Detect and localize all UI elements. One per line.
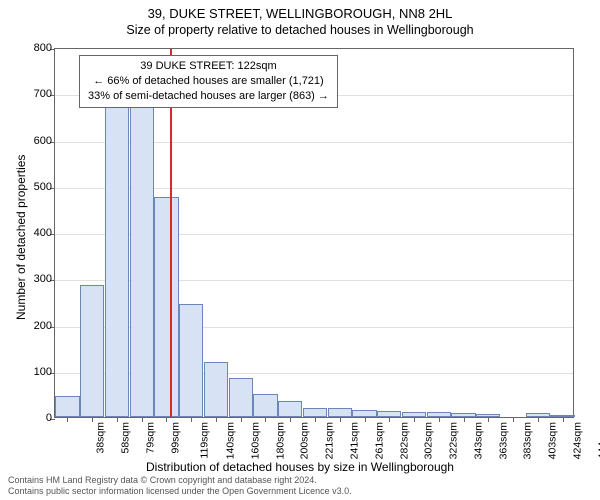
- x-tick-mark: [241, 417, 242, 422]
- histogram-bar: [130, 103, 154, 418]
- x-tick-label: 119sqm: [199, 422, 211, 459]
- x-tick-label: 322sqm: [447, 422, 459, 459]
- histogram-bar: [179, 304, 203, 417]
- x-tick-mark: [513, 417, 514, 422]
- y-tick-label: 600: [22, 135, 52, 147]
- x-tick-label: 383sqm: [522, 422, 534, 459]
- histogram-bar: [154, 197, 178, 417]
- x-tick-label: 99sqm: [169, 422, 181, 454]
- x-tick-label: 363sqm: [497, 422, 509, 459]
- x-tick-label: 58sqm: [120, 422, 132, 454]
- x-tick-label: 424sqm: [571, 422, 583, 459]
- y-tick-label: 500: [22, 181, 52, 193]
- x-tick-mark: [439, 417, 440, 422]
- page-subtitle: Size of property relative to detached ho…: [0, 23, 600, 37]
- histogram-bar: [253, 394, 277, 417]
- annotation-line: 33% of semi-detached houses are larger (…: [88, 89, 329, 104]
- x-tick-mark: [365, 417, 366, 422]
- x-tick-label: 221sqm: [324, 422, 336, 459]
- x-tick-label: 38sqm: [95, 422, 107, 454]
- histogram-bar: [80, 285, 104, 417]
- x-tick-mark: [216, 417, 217, 422]
- x-tick-label: 261sqm: [373, 422, 385, 459]
- annotation-line: ← 66% of detached houses are smaller (1,…: [88, 74, 329, 89]
- y-tick-label: 400: [22, 227, 52, 239]
- x-tick-mark: [414, 417, 415, 422]
- x-tick-label: 282sqm: [398, 422, 410, 459]
- y-tick-label: 800: [22, 42, 52, 54]
- x-tick-mark: [464, 417, 465, 422]
- histogram-bar: [278, 401, 302, 417]
- x-tick-label: 302sqm: [423, 422, 435, 459]
- y-tick-label: 300: [22, 273, 52, 285]
- x-tick-mark: [290, 417, 291, 422]
- histogram-bar: [229, 378, 253, 417]
- x-tick-mark: [166, 417, 167, 422]
- x-tick-label: 241sqm: [348, 422, 360, 459]
- histogram-bar: [105, 107, 129, 417]
- histogram-bar: [204, 362, 228, 418]
- x-tick-mark: [488, 417, 489, 422]
- x-tick-mark: [340, 417, 341, 422]
- x-tick-mark: [563, 417, 564, 422]
- x-tick-label: 403sqm: [546, 422, 558, 459]
- x-tick-label: 444sqm: [596, 422, 600, 459]
- annotation-box: 39 DUKE STREET: 122sqm← 66% of detached …: [79, 55, 338, 108]
- y-tick-label: 100: [22, 366, 52, 378]
- histogram-bar: [328, 408, 352, 417]
- x-axis-label: Distribution of detached houses by size …: [0, 460, 600, 474]
- y-tick-label: 0: [22, 412, 52, 424]
- attribution-footer: Contains HM Land Registry data © Crown c…: [8, 475, 352, 498]
- x-tick-mark: [389, 417, 390, 422]
- histogram-bar: [55, 396, 79, 417]
- x-tick-label: 343sqm: [472, 422, 484, 459]
- x-tick-mark: [117, 417, 118, 422]
- histogram-bar: [303, 408, 327, 417]
- y-tick-label: 700: [22, 88, 52, 100]
- x-tick-label: 79sqm: [144, 422, 156, 454]
- x-tick-mark: [191, 417, 192, 422]
- x-tick-mark: [67, 417, 68, 422]
- x-tick-label: 180sqm: [274, 422, 286, 459]
- x-tick-mark: [142, 417, 143, 422]
- footer-line: Contains HM Land Registry data © Crown c…: [8, 475, 352, 486]
- x-tick-label: 140sqm: [225, 422, 237, 459]
- annotation-line: 39 DUKE STREET: 122sqm: [88, 59, 329, 74]
- x-tick-mark: [265, 417, 266, 422]
- x-tick-mark: [315, 417, 316, 422]
- x-tick-label: 160sqm: [249, 422, 261, 459]
- page-title: 39, DUKE STREET, WELLINGBOROUGH, NN8 2HL: [0, 6, 600, 21]
- x-tick-label: 200sqm: [299, 422, 311, 459]
- x-tick-mark: [92, 417, 93, 422]
- footer-line: Contains public sector information licen…: [8, 486, 352, 497]
- y-tick-label: 200: [22, 320, 52, 332]
- histogram-plot: 39 DUKE STREET: 122sqm← 66% of detached …: [54, 48, 574, 418]
- histogram-bar: [352, 410, 376, 417]
- x-tick-mark: [538, 417, 539, 422]
